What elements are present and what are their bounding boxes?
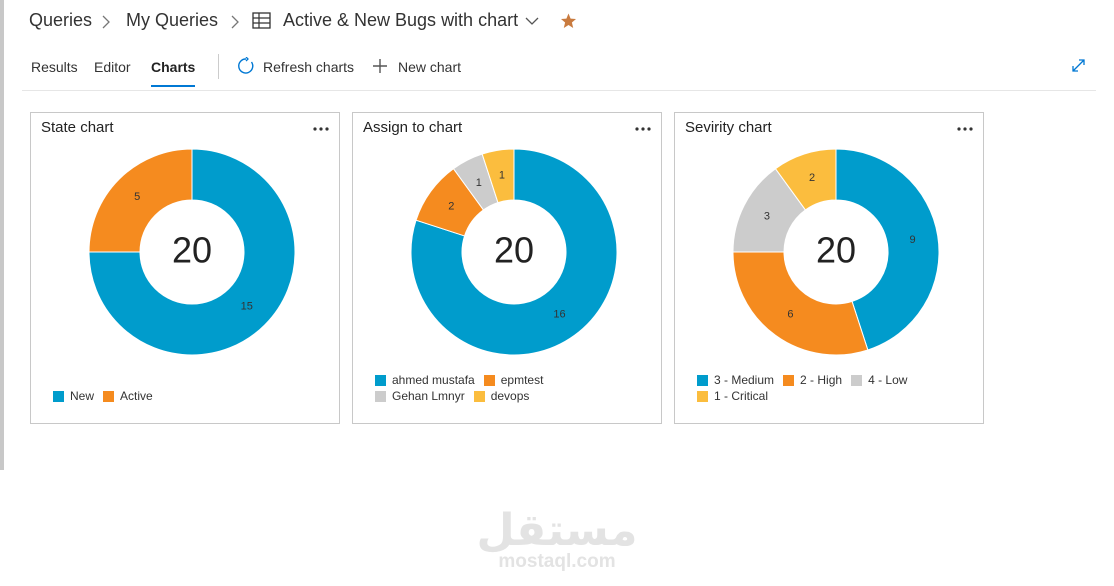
- breadcrumb-query[interactable]: Active & New Bugs with chart: [283, 10, 519, 30]
- donut-slice[interactable]: [835, 148, 940, 351]
- data-label: 2: [448, 200, 454, 212]
- legend-label: ahmed mustafa: [392, 373, 475, 387]
- donut-slice[interactable]: [732, 251, 869, 356]
- plus-icon: [373, 59, 387, 73]
- legend-item[interactable]: devops: [473, 389, 530, 403]
- more-dot[interactable]: [313, 127, 317, 131]
- data-label: 6: [787, 309, 793, 321]
- more-dot[interactable]: [319, 127, 323, 131]
- tab[interactable]: Charts: [151, 59, 196, 75]
- chart-card: 15 5 20 State chart New Active: [30, 112, 340, 424]
- donut-slice[interactable]: [774, 148, 837, 211]
- more-dot[interactable]: [325, 127, 329, 131]
- legend-label: Gehan Lmnyr: [392, 389, 465, 403]
- legend-label: 2 - High: [800, 373, 843, 387]
- total: 20: [494, 230, 534, 271]
- more-dot[interactable]: [647, 127, 651, 131]
- legend-swatch: [483, 375, 495, 386]
- active-tab-underline: [151, 85, 195, 87]
- data-label: 9: [909, 234, 915, 246]
- legend-swatch: [697, 375, 708, 386]
- donut-slice[interactable]: [481, 148, 515, 204]
- legend-swatch: [697, 391, 708, 402]
- divider: [218, 54, 219, 79]
- legend-item[interactable]: epmtest: [483, 373, 544, 387]
- legend-label: devops: [490, 389, 530, 403]
- chart-card: 9 6 3 2 20 Sevirity chart 3 - Medium 2 - High 4 …: [674, 112, 984, 424]
- chart-title: Sevirity chart: [685, 119, 772, 136]
- legend-label: 4 - Low: [868, 373, 908, 387]
- legend-label: 1 - Critical: [714, 389, 769, 403]
- legend-item[interactable]: ahmed mustafa: [375, 374, 475, 387]
- chart-title: Assign to chart: [363, 119, 463, 136]
- legend: 3 - Medium 2 - High 4 - Low 1 - Critical: [697, 374, 969, 403]
- legend-item[interactable]: New: [53, 390, 94, 403]
- legend-swatch: [375, 375, 386, 386]
- legend-item[interactable]: 4 - Low: [851, 374, 907, 387]
- chart-card: 16 2 1 1 20 Assign to chart ahmed mustafa epmte…: [352, 112, 662, 424]
- more-dot[interactable]: [969, 127, 973, 131]
- legend-item[interactable]: Active: [103, 390, 153, 403]
- legend: New Active: [53, 390, 325, 403]
- legend-label: 3 - Medium: [714, 373, 775, 387]
- new-chart[interactable]: New chart: [398, 59, 462, 75]
- table-icon: [252, 12, 271, 29]
- legend-item[interactable]: 2 - High: [783, 374, 842, 387]
- chart: 15 5 20: [88, 127, 329, 356]
- legend-swatch: [473, 391, 485, 402]
- data-label: 5: [134, 191, 140, 203]
- refresh-icon: [238, 57, 254, 74]
- legend-swatch: [851, 375, 863, 386]
- legend-swatch: [783, 375, 795, 386]
- chevron: [231, 15, 239, 29]
- legend-swatch: [103, 391, 115, 402]
- refresh-charts[interactable]: Refresh charts: [263, 59, 355, 75]
- more-dot[interactable]: [641, 127, 645, 131]
- donut-slice[interactable]: [410, 148, 618, 356]
- legend: ahmed mustafa epmtest Gehan Lmnyr devops: [375, 374, 647, 403]
- data-label: 1: [499, 169, 505, 181]
- breadcrumb-folder[interactable]: My Queries: [126, 10, 219, 30]
- data-label: 2: [809, 172, 815, 184]
- more-dot[interactable]: [963, 127, 967, 131]
- data-label: 16: [553, 309, 565, 321]
- tab[interactable]: Results: [31, 59, 78, 75]
- total: 20: [816, 230, 856, 271]
- expand-icon[interactable]: [1071, 58, 1086, 73]
- dropdown-chevron[interactable]: [525, 16, 539, 26]
- legend-swatch: [53, 391, 64, 402]
- favorite-star[interactable]: [560, 13, 577, 29]
- donut-slice[interactable]: [88, 148, 296, 356]
- more-dot[interactable]: [957, 127, 961, 131]
- legend-label: New: [70, 389, 95, 403]
- legend-item[interactable]: 3 - Medium: [697, 374, 774, 387]
- legend-label: epmtest: [500, 373, 544, 387]
- chart-title: State chart: [41, 119, 114, 136]
- legend-swatch: [375, 391, 386, 402]
- chevron: [102, 15, 110, 29]
- legend-item[interactable]: 1 - Critical: [697, 390, 768, 403]
- tab[interactable]: Editor: [94, 59, 131, 75]
- header-rule: [22, 90, 1096, 91]
- watermark-latin: mostaql.com: [498, 551, 616, 572]
- data-label: 1: [476, 177, 482, 189]
- data-label: 15: [241, 301, 253, 313]
- more-dot[interactable]: [635, 127, 639, 131]
- donut-slice[interactable]: [88, 148, 193, 253]
- breadcrumb-root[interactable]: Queries: [29, 10, 93, 30]
- legend-label: Active: [120, 389, 153, 403]
- total: 20: [172, 230, 212, 271]
- data-label: 3: [764, 211, 770, 223]
- legend-item[interactable]: Gehan Lmnyr: [375, 390, 465, 403]
- scroll-edge: [0, 0, 4, 470]
- watermark-arabic: مستقل: [476, 505, 638, 556]
- chart: 9 6 3 2 20: [732, 127, 973, 356]
